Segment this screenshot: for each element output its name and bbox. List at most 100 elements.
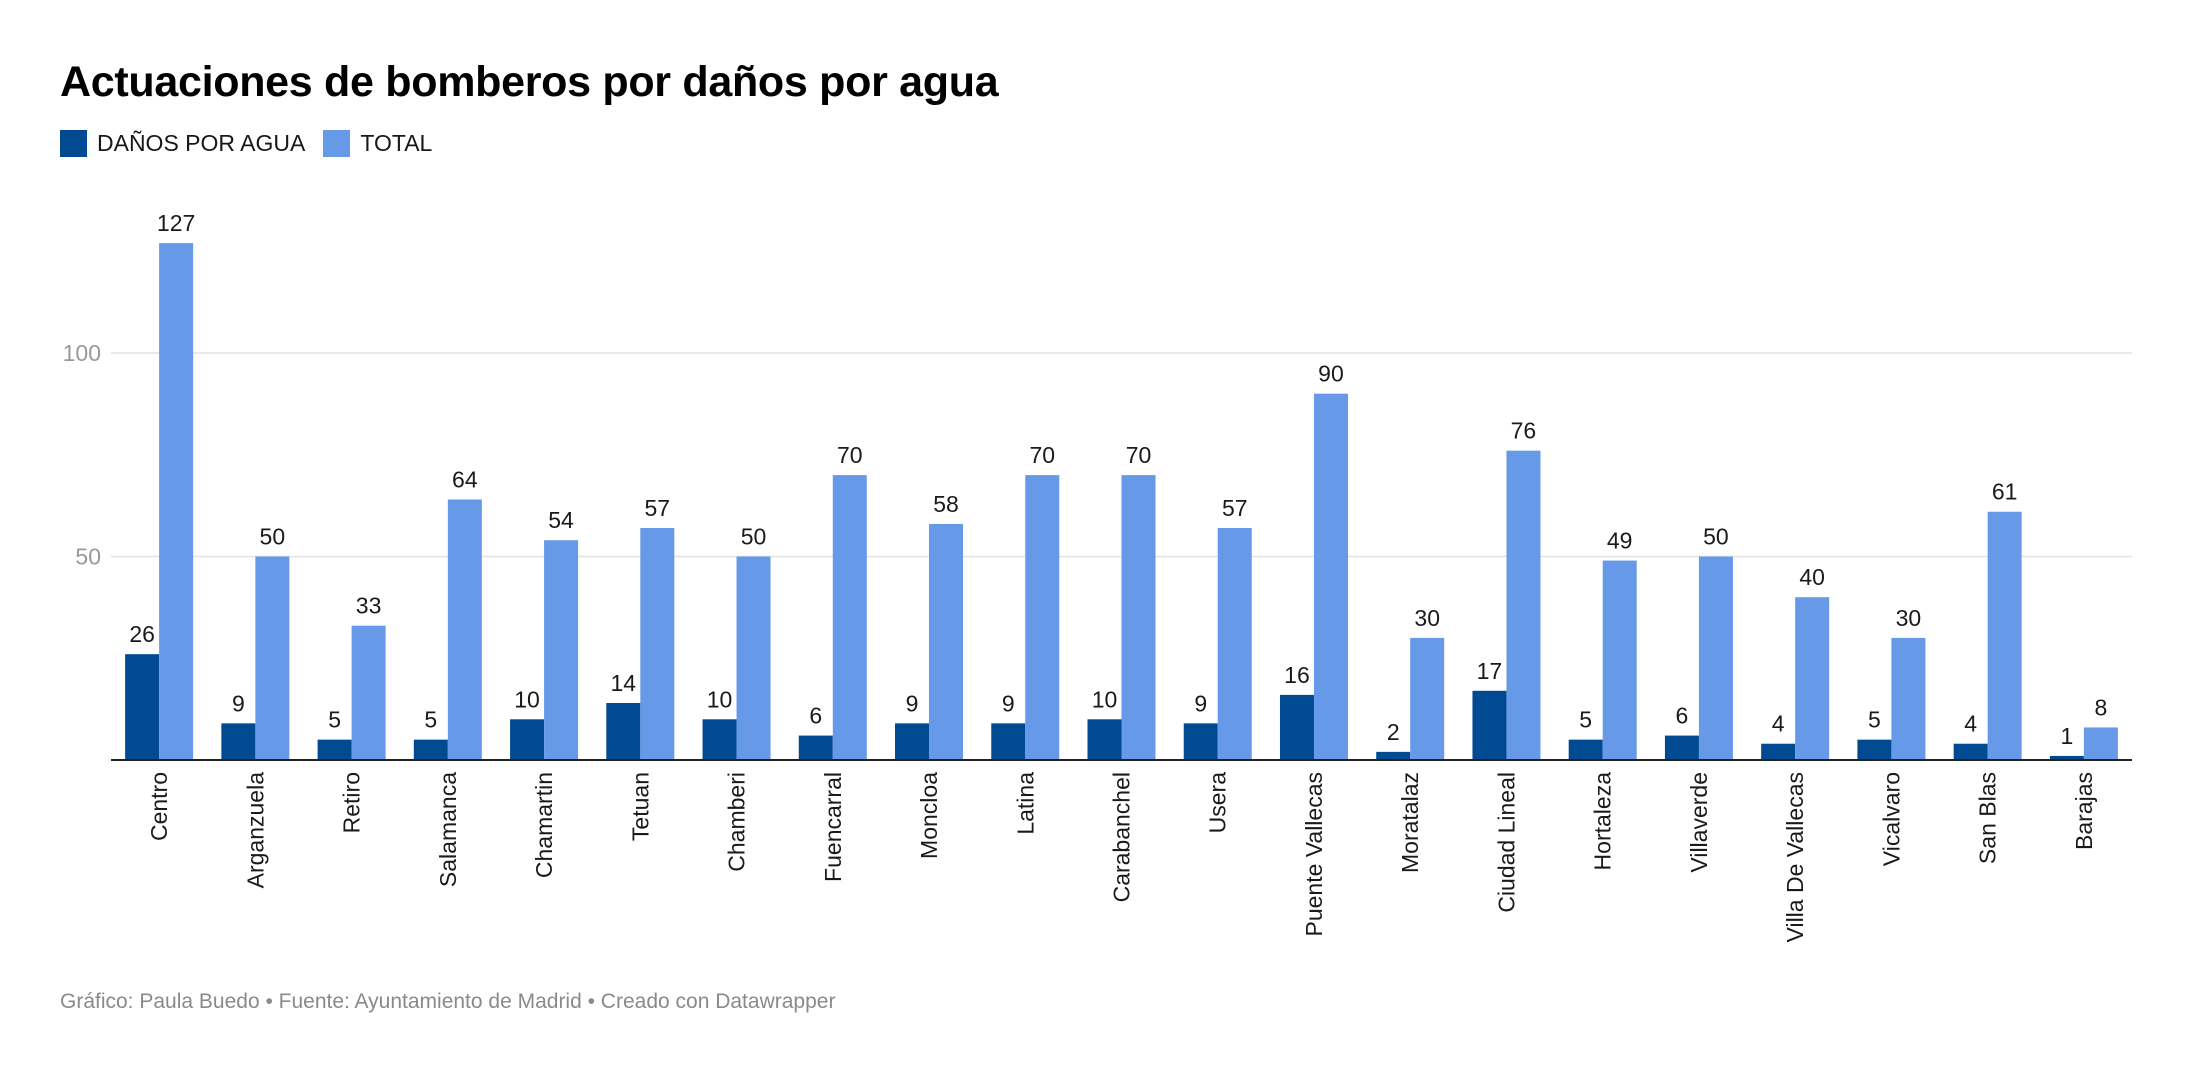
data-label-danos-san-blas: 4: [1964, 711, 1977, 737]
x-tick-label-latina: Latina: [1012, 772, 1038, 835]
bar-total-barajas: [2083, 727, 2118, 760]
data-label-danos-carabanchel: 10: [1092, 686, 1118, 712]
bar-danos-chamartin: [510, 719, 545, 760]
x-tick-label-barajas: Barajas: [2071, 772, 2097, 850]
bar-danos-centro: [125, 654, 160, 760]
x-tick-label-chamartin: Chamartin: [531, 772, 557, 878]
bar-danos-arganzuela: [221, 723, 256, 760]
data-label-danos-chamberi: 10: [707, 686, 733, 712]
chart-title: Actuaciones de bomberos por daños por ag…: [60, 58, 999, 106]
data-label-danos-villa-de-vallecas: 4: [1772, 711, 1785, 737]
data-label-total-fuencarral: 70: [837, 442, 863, 468]
data-label-danos-villaverde: 6: [1676, 703, 1689, 729]
bar-danos-ciudad-lineal: [1472, 690, 1507, 760]
bar-total-villa-de-vallecas: [1795, 597, 1830, 760]
data-label-total-hortaleza: 49: [1607, 528, 1633, 554]
footer-credits: Gráfico: Paula Buedo • Fuente: Ayuntamie…: [60, 990, 836, 1013]
data-label-danos-fuencarral: 6: [809, 703, 822, 729]
legend-item-total: TOTAL: [323, 130, 432, 157]
x-tick-label-san-blas: San Blas: [1975, 772, 2001, 864]
data-label-total-ciudad-lineal: 76: [1511, 418, 1537, 444]
bar-danos-villaverde: [1664, 735, 1699, 760]
x-tick-label-vicalvaro: Vicalvaro: [1878, 772, 1904, 866]
x-tick-label-hortaleza: Hortaleza: [1590, 772, 1616, 871]
bar-total-carabanchel: [1121, 475, 1156, 760]
x-tick-label-ciudad-lineal: Ciudad Lineal: [1493, 772, 1519, 913]
data-label-total-san-blas: 61: [1992, 479, 2018, 505]
bar-total-centro: [159, 243, 194, 761]
bar-danos-vicalvaro: [1857, 739, 1892, 760]
x-tick-label-salamanca: Salamanca: [435, 772, 461, 887]
bar-total-san-blas: [1987, 511, 2022, 760]
data-label-danos-vicalvaro: 5: [1868, 707, 1881, 733]
x-tick-label-arganzuela: Arganzuela: [242, 772, 268, 889]
data-label-total-villa-de-vallecas: 40: [1799, 564, 1825, 590]
bar-danos-puente-vallecas: [1279, 694, 1314, 760]
bar-danos-salamanca: [413, 739, 448, 760]
legend-label-total: TOTAL: [360, 130, 433, 156]
data-label-total-moncloa: 58: [933, 491, 959, 517]
bar-danos-retiro: [317, 739, 352, 760]
bar-total-retiro: [351, 625, 386, 760]
data-label-danos-usera: 9: [1194, 690, 1207, 716]
data-label-danos-centro: 26: [129, 621, 155, 647]
bar-total-latina: [1025, 475, 1060, 760]
x-tick-label-villaverde: Villaverde: [1686, 772, 1712, 873]
bar-danos-moncloa: [895, 723, 930, 760]
data-label-total-latina: 70: [1029, 442, 1055, 468]
bar-danos-san-blas: [1953, 743, 1988, 760]
bar-danos-fuencarral: [798, 735, 833, 760]
x-tick-label-puente-vallecas: Puente Vallecas: [1301, 772, 1327, 937]
data-label-total-arganzuela: 50: [260, 524, 286, 550]
x-tick-label-fuencarral: Fuencarral: [820, 772, 846, 882]
bar-total-moratalaz: [1410, 637, 1445, 760]
bar-danos-usera: [1183, 723, 1218, 760]
data-label-total-retiro: 33: [356, 593, 382, 619]
data-label-total-tetuan: 57: [645, 495, 671, 521]
data-label-danos-latina: 9: [1002, 690, 1015, 716]
data-label-total-moratalaz: 30: [1414, 605, 1440, 631]
x-tick-label-carabanchel: Carabanchel: [1109, 772, 1135, 902]
data-label-danos-puente-vallecas: 16: [1284, 662, 1310, 688]
data-label-danos-salamanca: 5: [424, 707, 437, 733]
data-label-total-barajas: 8: [2094, 694, 2107, 720]
x-tick-label-moncloa: Moncloa: [916, 772, 942, 859]
bar-total-hortaleza: [1602, 560, 1637, 760]
legend-item-danos: DAÑOS POR AGUA: [60, 130, 305, 157]
data-label-total-chamartin: 54: [548, 507, 574, 533]
data-label-total-puente-vallecas: 90: [1318, 361, 1344, 387]
bar-total-chamberi: [736, 556, 771, 760]
bar-danos-villa-de-vallecas: [1761, 743, 1796, 760]
x-tick-label-moratalaz: Moratalaz: [1397, 772, 1423, 873]
data-label-total-carabanchel: 70: [1126, 442, 1152, 468]
bar-total-fuencarral: [832, 475, 867, 760]
bar-danos-latina: [991, 723, 1026, 760]
data-label-danos-chamartin: 10: [514, 686, 540, 712]
x-tick-label-villa-de-vallecas: Villa De Vallecas: [1782, 772, 1808, 942]
data-label-danos-retiro: 5: [328, 707, 341, 733]
data-label-danos-moratalaz: 2: [1387, 719, 1400, 745]
bar-danos-tetuan: [606, 703, 641, 760]
data-label-total-villaverde: 50: [1703, 524, 1729, 550]
x-tick-label-tetuan: Tetuan: [627, 772, 653, 841]
data-label-total-salamanca: 64: [452, 467, 478, 493]
bar-total-chamartin: [544, 540, 579, 760]
x-tick-label-centro: Centro: [146, 772, 172, 841]
bar-danos-moratalaz: [1376, 751, 1411, 760]
bar-total-villaverde: [1698, 556, 1733, 760]
x-tick-label-usera: Usera: [1205, 772, 1231, 834]
bar-danos-hortaleza: [1568, 739, 1603, 760]
bar-danos-barajas: [2049, 755, 2084, 760]
data-label-danos-tetuan: 14: [611, 670, 637, 696]
bar-total-salamanca: [447, 499, 482, 760]
bar-danos-carabanchel: [1087, 719, 1122, 760]
bar-total-moncloa: [929, 523, 964, 760]
y-tick-label-50: 50: [75, 544, 101, 570]
bar-total-arganzuela: [255, 556, 290, 760]
bar-total-vicalvaro: [1891, 637, 1926, 760]
data-label-danos-ciudad-lineal: 17: [1477, 658, 1503, 684]
data-label-total-usera: 57: [1222, 495, 1248, 521]
data-label-danos-moncloa: 9: [906, 690, 919, 716]
bar-total-usera: [1217, 528, 1252, 760]
